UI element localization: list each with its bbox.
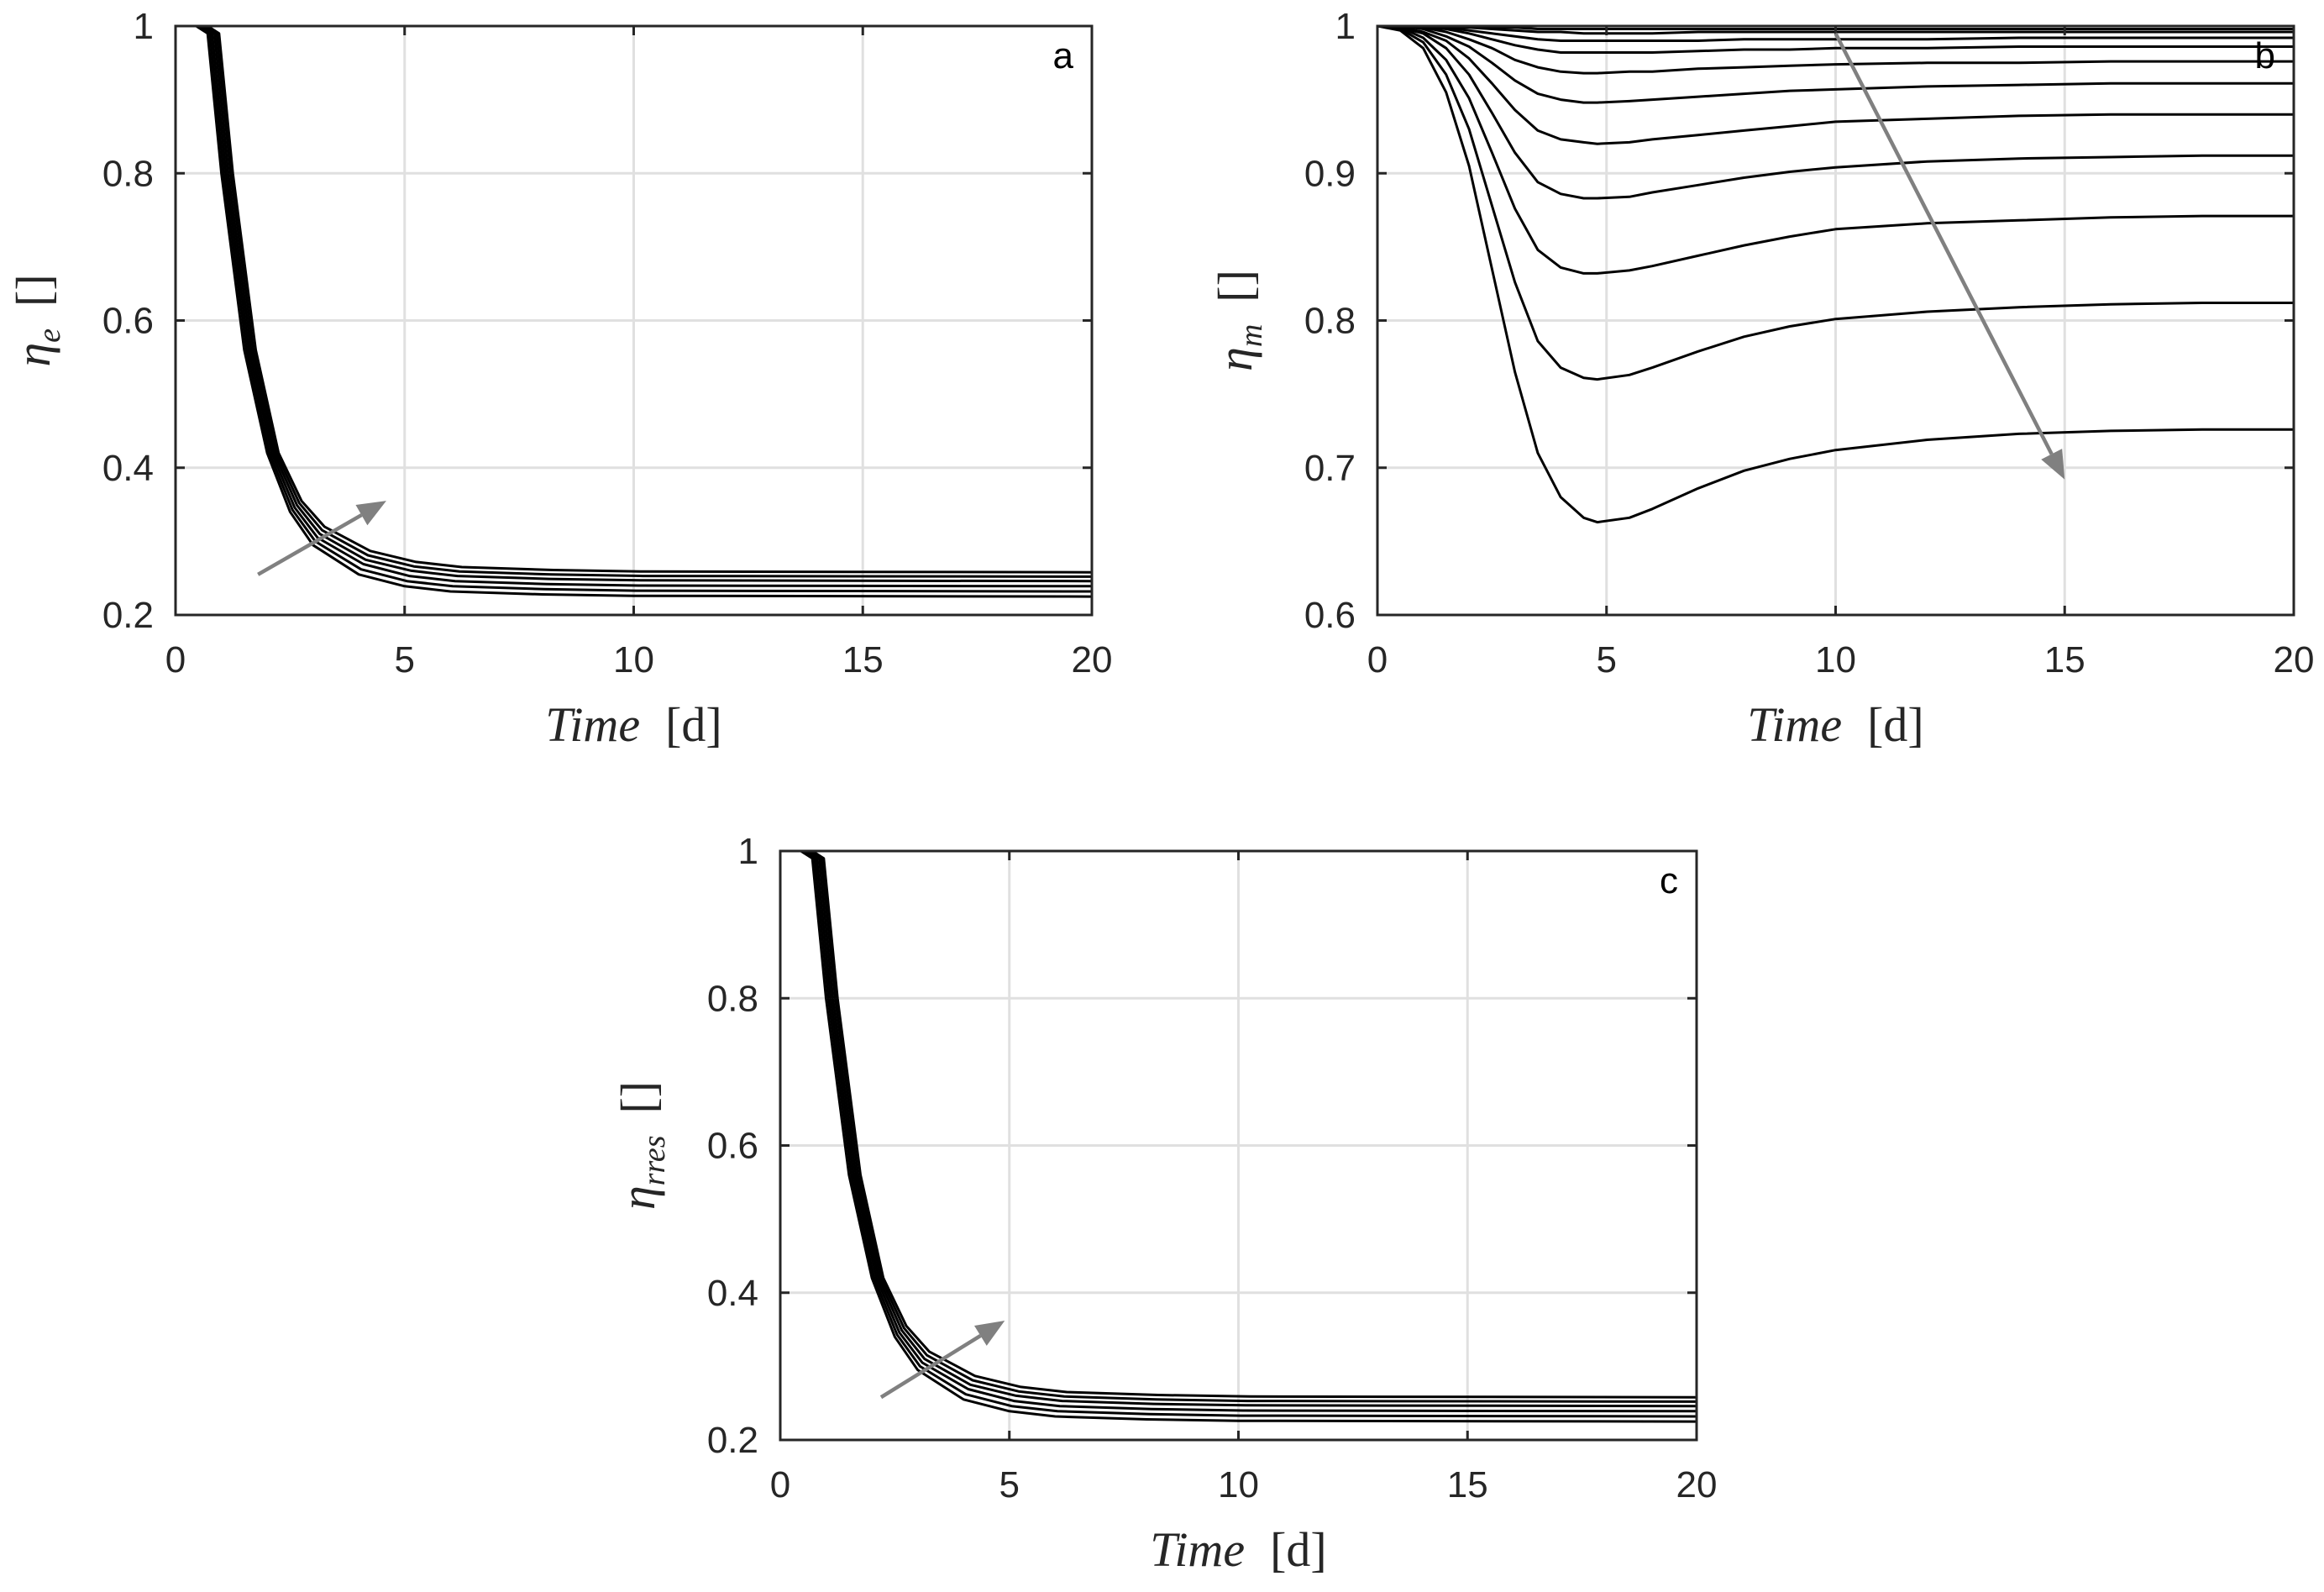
panel-c: 0 5 10 15 20 0.2 0.4 0.6 0.8 1 c Time [d] ηrres []: [611, 831, 1717, 1577]
trend-arrow-head: [974, 1321, 1005, 1346]
series-line-6: [1377, 26, 2294, 104]
x-axis-label: Time [d]: [545, 697, 721, 752]
y-tick-label: 1: [1335, 6, 1356, 47]
series-line-2: [1377, 26, 2294, 381]
y-tick-label: 0.2: [102, 595, 154, 636]
x-axis-label: Time [d]: [1150, 1522, 1326, 1577]
x-tick-label: 0: [165, 639, 186, 680]
x-tick-label: 10: [1218, 1464, 1259, 1505]
y-axis-label-sub: e: [32, 328, 67, 343]
x-axis-label-main: Time: [1150, 1522, 1245, 1577]
y-tick-label: 0.8: [707, 978, 758, 1019]
y-tick-label: 0.8: [1304, 301, 1356, 342]
panel-letter: c: [1660, 860, 1678, 901]
x-axis-label-main: Time: [1747, 697, 1842, 752]
y-tick-label: 0.6: [707, 1126, 758, 1167]
series-line-4: [176, 26, 1092, 583]
y-axis-label-sub: m: [1234, 324, 1269, 347]
x-axis-label-main: Time: [545, 697, 640, 752]
y-axis-label-main: η: [6, 343, 60, 367]
x-tick-label: 15: [842, 639, 884, 680]
y-tick-label: 0.6: [1304, 595, 1356, 636]
x-tick-label: 5: [999, 1464, 1020, 1505]
series-line-1: [176, 26, 1092, 598]
y-axis-label-main: η: [1208, 347, 1262, 371]
y-tick-label: 0.7: [1304, 448, 1356, 489]
series-line-7: [1377, 26, 2294, 75]
y-tick-label: 0.4: [707, 1273, 758, 1314]
series-group: [176, 26, 1092, 598]
y-axis-label-main: η: [611, 1185, 665, 1210]
series-line-9: [1377, 26, 2294, 42]
trend-arrow-head: [2041, 449, 2065, 480]
trend-arrow-head: [355, 501, 386, 526]
panel-b: 0 5 10 15 20 0.6 0.7 0.8 0.9 1 b Time [d] ηm []: [1208, 6, 2314, 752]
y-axis-label: ηrres []: [611, 1081, 672, 1210]
series-line-8: [1377, 26, 2294, 54]
x-axis-label-unit: [d]: [1270, 1522, 1327, 1577]
y-tick-label: 0.8: [102, 153, 154, 194]
series-line-6: [176, 26, 1092, 574]
series-line-1: [1377, 26, 2294, 524]
y-tick-label: 0.4: [102, 448, 154, 489]
y-axis-label-unit: []: [611, 1081, 665, 1114]
x-tick-label: 5: [395, 639, 415, 680]
x-axis-label: Time [d]: [1747, 697, 1923, 752]
series-line-1: [780, 851, 1697, 1423]
series-line-4: [780, 851, 1697, 1408]
x-tick-label: 20: [1072, 639, 1113, 680]
x-tick-label: 10: [1815, 639, 1856, 680]
trend-arrow-line: [257, 513, 363, 576]
panel-a: 0 5 10 15 20 0.2 0.4 0.6 0.8 1 a Time [d] ηe []: [6, 6, 1112, 752]
x-axis-label-unit: [d]: [1867, 697, 1924, 752]
x-tick-label: 0: [1367, 639, 1388, 680]
y-tick-label: 0.9: [1304, 153, 1356, 194]
trend-arrow-line: [879, 1334, 982, 1400]
series-line-4: [1377, 26, 2294, 200]
y-axis-label-unit: []: [1208, 270, 1262, 302]
series-group: [780, 851, 1697, 1423]
series-group: [1377, 26, 2294, 524]
y-axis-label-sub: rres: [637, 1136, 672, 1186]
x-tick-label: 20: [2274, 639, 2315, 680]
panel-letter: a: [1053, 35, 1074, 76]
x-tick-label: 15: [1447, 1464, 1488, 1505]
y-tick-label: 1: [738, 831, 758, 872]
y-axis-label-unit: []: [6, 274, 60, 307]
trend-arrow-line: [1833, 32, 2054, 455]
y-axis-label: ηe []: [6, 274, 67, 366]
y-axis-label: ηm []: [1208, 270, 1269, 371]
x-axis-label-unit: [d]: [665, 697, 722, 752]
x-tick-label: 20: [1676, 1464, 1718, 1505]
series-line-5: [1377, 26, 2294, 145]
panel-letter: b: [2255, 35, 2275, 76]
x-tick-label: 15: [2044, 639, 2085, 680]
x-tick-label: 5: [1597, 639, 1617, 680]
series-line-10: [1377, 26, 2294, 35]
series-line-3: [1377, 26, 2294, 275]
y-tick-label: 0.6: [102, 301, 154, 342]
y-tick-label: 1: [134, 6, 154, 47]
x-tick-label: 0: [770, 1464, 790, 1505]
series-line-6: [780, 851, 1697, 1399]
x-tick-label: 10: [613, 639, 654, 680]
y-tick-label: 0.2: [707, 1420, 758, 1461]
series-line-11: [1377, 26, 2294, 30]
